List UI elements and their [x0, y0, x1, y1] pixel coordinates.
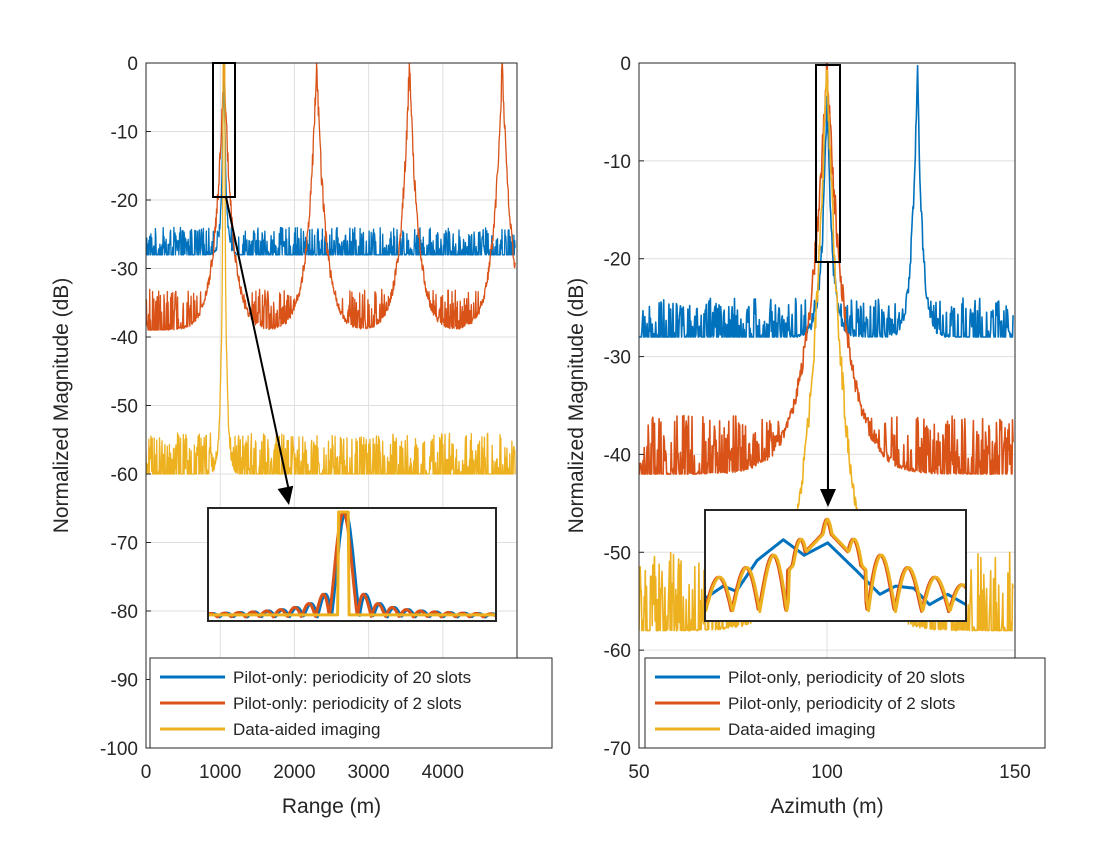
y-tick-label: -70 [604, 739, 631, 760]
y-tick-label: -20 [604, 250, 631, 271]
x-axis-label: Azimuth (m) [770, 795, 883, 818]
legend-label: Data-aided imaging [233, 720, 380, 739]
y-tick-label: -30 [111, 260, 138, 281]
y-tick-label: -40 [604, 445, 631, 466]
inset-series-group [209, 510, 495, 619]
inset-series-line-3 [209, 510, 495, 617]
y-tick-label: -10 [111, 123, 138, 144]
series-group [146, 63, 516, 475]
x-tick-label: 1000 [199, 762, 241, 783]
legend: Pilot-only, periodicity of 20 slots Pilot… [644, 657, 1046, 749]
y-tick-label: 0 [620, 54, 631, 75]
legend-label: Data-aided imaging [728, 720, 875, 739]
y-tick-label: -60 [111, 465, 138, 486]
inset-series-group [706, 517, 965, 614]
legend-label: Pilot-only: periodicity of 2 slots [233, 694, 462, 713]
right-plot-azimuth: 50 100 150 0 -10 -20 -30 -40 -50 -60 -70 Azimuth (m… [565, 54, 1046, 818]
series-line-1 [146, 63, 516, 256]
y-tick-label: -20 [111, 191, 138, 212]
y-tick-label: -50 [604, 543, 631, 564]
y-tick-label: -70 [111, 534, 138, 555]
x-tick-label: 4000 [422, 762, 464, 783]
x-tick-label: 0 [141, 762, 152, 783]
y-tick-label: -30 [604, 348, 631, 369]
y-axis-label: Normalized Magnitude (dB) [50, 278, 73, 534]
zoom-arrow-line [225, 196, 290, 492]
inset-box [704, 509, 967, 622]
y-tick-label: -10 [604, 152, 631, 173]
inset-series-line-2 [209, 510, 495, 619]
x-tick-label: 150 [999, 762, 1031, 783]
y-tick-label: -90 [111, 671, 138, 692]
y-tick-label: 0 [127, 54, 138, 75]
zoom-region-box [212, 62, 236, 198]
legend-label: Pilot-only, periodicity of 2 slots [728, 694, 955, 713]
y-tick-label: -40 [111, 328, 138, 349]
x-axis-label: Range (m) [282, 795, 381, 818]
inset-series-line-3 [706, 517, 965, 614]
x-tick-label: 3000 [347, 762, 389, 783]
zoom-arrow-head [820, 489, 836, 507]
y-tick-label: -50 [111, 397, 138, 418]
series-line-3 [146, 63, 516, 475]
x-tick-label: 100 [811, 762, 843, 783]
series-line-2 [146, 63, 516, 331]
y-tick-label: -80 [111, 602, 138, 623]
legend-label: Pilot-only: periodicity of 20 slots [233, 668, 471, 687]
y-tick-label: -100 [100, 739, 138, 760]
y-tick-label: -60 [604, 641, 631, 662]
x-tick-label: 50 [628, 762, 649, 783]
zoom-arrow-head [277, 485, 294, 505]
left-plot-range: 0 1000 2000 3000 4000 0 -10 -20 -30 -40 -50 -60 -70 -… [50, 54, 553, 818]
y-axis-label: Normalized Magnitude (dB) [565, 278, 588, 534]
x-tick-label: 2000 [273, 762, 315, 783]
legend-label: Pilot-only, periodicity of 20 slots [728, 668, 965, 687]
legend: Pilot-only: periodicity of 20 slots Pilot… [149, 657, 553, 749]
series-line-1 [639, 64, 1014, 338]
